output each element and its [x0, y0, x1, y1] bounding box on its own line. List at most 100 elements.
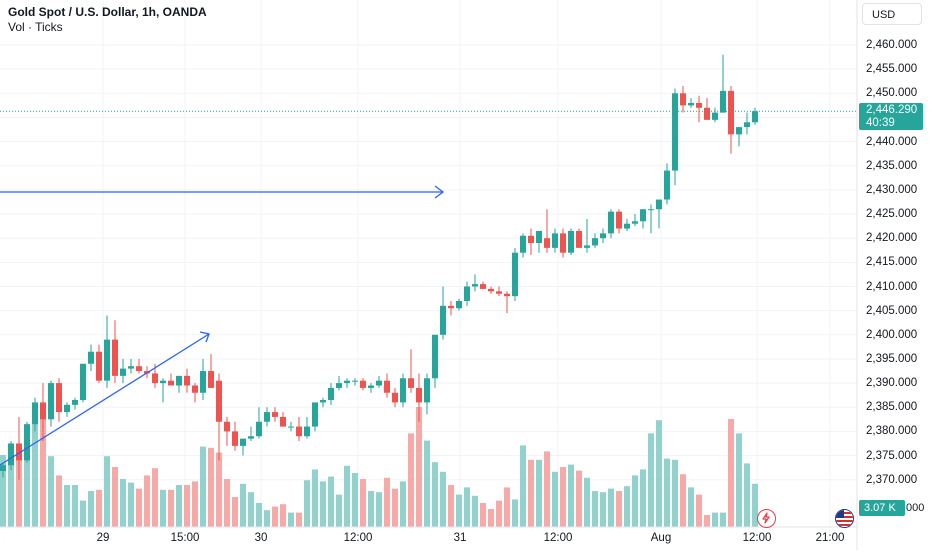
volume-bar [480, 503, 486, 527]
time-tick-label: 12:00 [543, 532, 573, 544]
volume-bar [568, 464, 574, 527]
candle-body [648, 209, 654, 211]
volume-bar [400, 481, 406, 527]
candle-body [392, 392, 398, 403]
volume-bar [184, 485, 190, 527]
candle-body [352, 380, 358, 382]
price-tick-label: 2,425.000 [866, 208, 918, 221]
volume-bar [128, 482, 134, 527]
symbol-title[interactable]: Gold Spot / U.S. Dollar, 1h, OANDA [8, 5, 207, 19]
volume-bar [24, 428, 30, 527]
candle-body [232, 431, 238, 446]
candle-body [712, 112, 718, 120]
volume-bar [720, 512, 726, 527]
candle-body [704, 107, 710, 120]
volume-bar [248, 492, 254, 527]
volume-bar [208, 447, 214, 527]
volume-bar [512, 499, 518, 527]
volume-bar [256, 503, 262, 527]
currency-selector[interactable]: USD [862, 3, 922, 25]
candle-body [40, 402, 46, 420]
volume-bar [712, 512, 718, 527]
candle-body [672, 93, 678, 171]
candle-body [608, 211, 614, 234]
volume-bar [152, 468, 158, 527]
volume-indicator-label[interactable]: Vol · Ticks [8, 20, 63, 34]
time-tick-label: 15:00 [170, 532, 200, 544]
volume-bar [72, 485, 78, 527]
candle-body [464, 286, 470, 301]
candle-body [520, 235, 526, 253]
volume-bar [48, 456, 54, 527]
volume-bar [0, 455, 6, 527]
price-tick-label: 2,460.000 [866, 39, 918, 51]
volume-bar [136, 488, 142, 527]
price-tick-label: 2,385.000 [866, 401, 918, 414]
volume-bar [288, 512, 294, 527]
volume-bar [728, 419, 734, 527]
candle-body [408, 378, 414, 388]
time-tick-label: 29 [96, 532, 110, 544]
volume-bar [32, 409, 38, 527]
candle-body [440, 305, 446, 335]
volume-bar [384, 477, 390, 527]
candle-body [104, 339, 110, 381]
volume-bar [488, 509, 494, 527]
volume-bar [496, 500, 502, 527]
volume-bar [376, 492, 382, 527]
candle-body [248, 436, 254, 439]
candle-body [472, 284, 478, 287]
candle-body [432, 334, 438, 379]
candle-body [504, 293, 510, 297]
price-tick-label: 2,390.000 [866, 377, 918, 390]
current-price-badge: 2,446.290 40:39 [859, 103, 923, 130]
volume-bar [528, 459, 534, 527]
price-tick-label: 2,395.000 [866, 352, 918, 365]
candle-body [688, 102, 694, 106]
candle-body [160, 380, 166, 384]
candle-body [288, 426, 294, 428]
volume-bar [544, 451, 550, 527]
volume-bar [640, 469, 646, 527]
volume-bar [312, 469, 318, 527]
volume-bar [744, 463, 750, 527]
candle-body [0, 465, 6, 472]
volume-bar [632, 475, 638, 527]
lightning-icon[interactable] [757, 509, 776, 528]
price-tick-label: 2,420.000 [866, 232, 918, 245]
us-flag-icon[interactable] [835, 509, 854, 528]
candle-body [16, 443, 22, 461]
volume-bar [344, 465, 350, 527]
candle-body [152, 373, 158, 384]
volume-bar [272, 506, 278, 527]
candle-body [224, 421, 230, 432]
candle-body [216, 380, 222, 422]
candle-body [744, 122, 750, 128]
candle-body [360, 380, 366, 388]
volume-bar [520, 445, 526, 527]
volume-bar [440, 471, 446, 527]
volume-bar [584, 477, 590, 527]
volume-bar [704, 515, 710, 527]
candle-body [200, 371, 206, 393]
volume-bar [96, 489, 102, 527]
volume-bar [296, 512, 302, 527]
candle-body [112, 339, 118, 376]
volume-bar [664, 458, 670, 527]
candle-body [736, 127, 742, 135]
candle-body [72, 400, 78, 405]
candle-body [584, 245, 590, 248]
candle-body [680, 93, 686, 106]
candle-body [280, 416, 286, 427]
candle-body [488, 288, 494, 292]
candle-body [400, 378, 406, 403]
volume-bar [168, 489, 174, 527]
candle-body [64, 404, 70, 413]
candle-body [424, 378, 430, 403]
candle-body [456, 300, 462, 309]
candle-body [376, 380, 382, 386]
time-tick-label: 21:00 [815, 532, 845, 544]
candle-body [264, 412, 270, 422]
